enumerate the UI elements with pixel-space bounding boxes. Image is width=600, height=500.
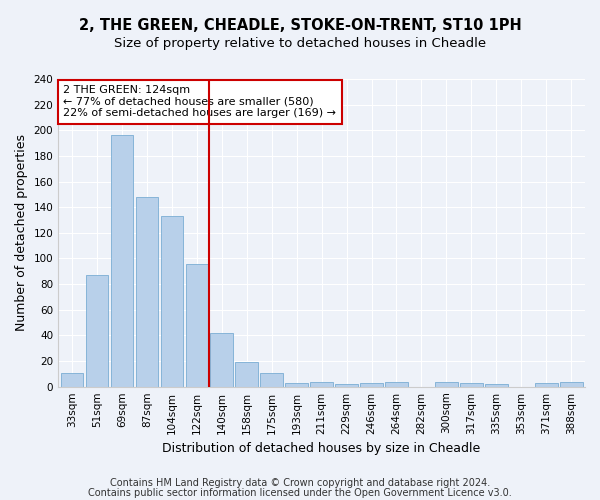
Bar [161, 216, 183, 386]
Bar [485, 384, 508, 386]
Bar [185, 264, 208, 386]
Y-axis label: Number of detached properties: Number of detached properties [15, 134, 28, 332]
Text: Size of property relative to detached houses in Cheadle: Size of property relative to detached ho… [114, 38, 486, 51]
Bar [211, 333, 233, 386]
Text: 2, THE GREEN, CHEADLE, STOKE-ON-TRENT, ST10 1PH: 2, THE GREEN, CHEADLE, STOKE-ON-TRENT, S… [79, 18, 521, 32]
X-axis label: Distribution of detached houses by size in Cheadle: Distribution of detached houses by size … [163, 442, 481, 455]
Text: 2 THE GREEN: 124sqm
← 77% of detached houses are smaller (580)
22% of semi-detac: 2 THE GREEN: 124sqm ← 77% of detached ho… [64, 85, 337, 118]
Bar [435, 382, 458, 386]
Bar [335, 384, 358, 386]
Bar [460, 383, 482, 386]
Bar [560, 382, 583, 386]
Bar [136, 197, 158, 386]
Bar [535, 383, 557, 386]
Bar [360, 383, 383, 386]
Text: Contains public sector information licensed under the Open Government Licence v3: Contains public sector information licen… [88, 488, 512, 498]
Bar [310, 382, 333, 386]
Bar [385, 382, 408, 386]
Bar [260, 372, 283, 386]
Bar [235, 362, 258, 386]
Bar [86, 275, 108, 386]
Bar [110, 136, 133, 386]
Bar [61, 372, 83, 386]
Text: Contains HM Land Registry data © Crown copyright and database right 2024.: Contains HM Land Registry data © Crown c… [110, 478, 490, 488]
Bar [286, 383, 308, 386]
